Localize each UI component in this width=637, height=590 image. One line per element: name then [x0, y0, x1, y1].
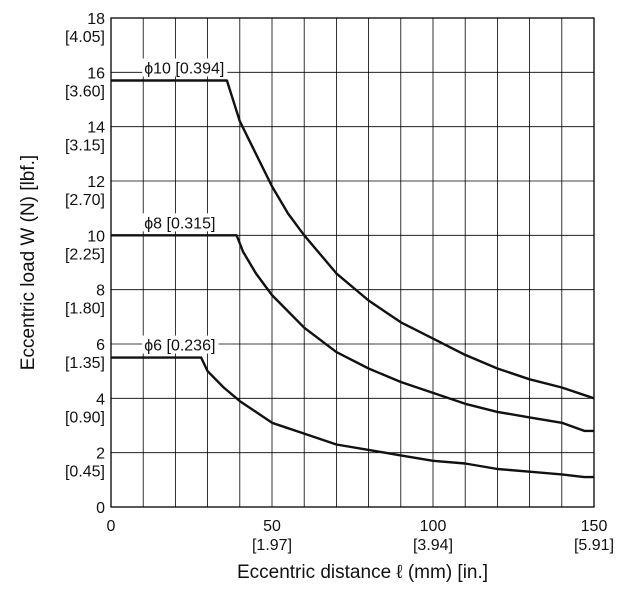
y-tick-sublabel: [1.80] [65, 301, 105, 318]
y-tick-sublabel: [0.45] [65, 464, 105, 481]
y-tick-label: 4 [96, 391, 105, 408]
series-label-background [142, 213, 219, 232]
y-tick-label: 0 [96, 500, 105, 517]
series-line-2 [111, 234, 594, 433]
series-label-background [142, 58, 228, 77]
y-tick-sublabel: [1.35] [65, 355, 105, 372]
x-tick-sublabel: [5.91] [574, 537, 614, 554]
y-tick-label: 16 [87, 65, 105, 82]
y-tick-label: 14 [87, 120, 105, 137]
series-label-3: ϕ6 [0.236] [144, 338, 215, 355]
y-tick-sublabel: [4.05] [65, 29, 105, 46]
x-tick-label: 150 [581, 518, 608, 535]
series-label-2: ϕ8 [0.315] [144, 215, 215, 232]
x-tick-label: 50 [263, 518, 281, 535]
x-tick-label: 100 [420, 518, 447, 535]
y-tick-sublabel: [0.90] [65, 409, 105, 426]
series-labels: ϕ10 [0.394] ϕ8 [0.315] ϕ6 [0.236] [142, 58, 228, 355]
y-tick-label: 10 [87, 228, 105, 245]
x-axis-ticks: 0 50 [1.97] 100 [3.94] 150 [5.91] [107, 518, 614, 554]
y-tick-label: 8 [96, 283, 105, 300]
y-tick-sublabel: [3.60] [65, 83, 105, 100]
y-tick-label: 12 [87, 174, 105, 191]
y-tick-sublabel: [3.15] [65, 138, 105, 155]
series-line-1 [111, 79, 595, 400]
series-label-background [142, 335, 219, 354]
x-axis-title: Eccentric distance ℓ (mm) [in.] [237, 562, 488, 583]
y-tick-sublabel: [2.70] [65, 192, 105, 209]
y-tick-label: 6 [96, 337, 105, 354]
y-tick-sublabel: [2.25] [65, 246, 105, 263]
series-label-1: ϕ10 [0.394] [144, 60, 224, 77]
grid [111, 18, 594, 507]
x-tick-label: 0 [107, 518, 116, 535]
y-tick-label: 2 [96, 446, 105, 463]
curves [111, 79, 595, 479]
y-tick-label: 18 [87, 11, 105, 28]
series-line-3 [111, 356, 594, 479]
y-axis-ticks: 02[0.45]4[0.90]6[1.35]8[1.80]10[2.25]12[… [65, 11, 105, 517]
x-tick-sublabel: [3.94] [413, 537, 453, 554]
y-axis-title: Eccentric load W (N) [lbf.] [18, 155, 39, 370]
x-tick-sublabel: [1.97] [252, 537, 292, 554]
plot-frame [110, 17, 595, 508]
